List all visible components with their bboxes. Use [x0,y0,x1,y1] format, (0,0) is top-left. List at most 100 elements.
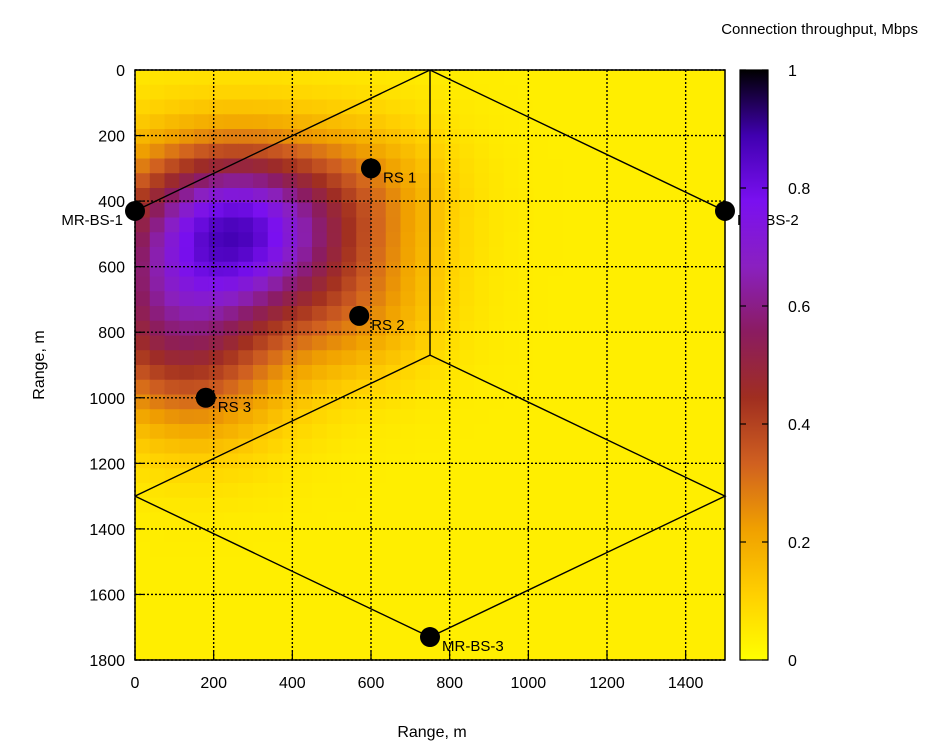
heatmap-cell [710,571,726,587]
heatmap-cell [326,630,343,646]
heatmap-cell [164,453,180,469]
heatmap-cell [326,438,343,455]
heatmap-cell [341,129,357,145]
heatmap-cell [415,143,431,160]
heatmap-cell [149,586,166,602]
heatmap-cell [680,70,697,86]
heatmap-cell [356,350,372,366]
heatmap-cell [533,630,549,646]
heatmap-cell [577,99,593,115]
heatmap-cell [474,542,490,558]
heatmap-cell [149,394,166,410]
heatmap-cell [518,261,534,278]
heatmap-cell [164,394,180,410]
heatmap-cell [253,468,269,484]
heatmap-cell [341,188,357,204]
heatmap-cell [223,615,239,632]
heatmap-cell [474,99,490,115]
heatmap-cell [341,70,357,86]
heatmap-cell [223,114,239,130]
heatmap-cell [680,527,697,543]
heatmap-cell [400,645,416,661]
heatmap-cell [607,188,623,204]
heatmap-cell [371,571,387,587]
heatmap-cell [267,320,284,337]
heatmap-cell [341,114,357,130]
heatmap-cell [179,350,195,366]
heatmap-cell [400,512,416,528]
heatmap-cell [326,512,343,528]
heatmap-cell [636,601,652,617]
heatmap-cell [164,527,180,543]
heatmap-cell [356,247,372,263]
heatmap-cell [297,291,313,307]
heatmap-cell [666,320,682,337]
heatmap-cell [503,601,520,617]
heatmap-cell [208,468,225,484]
heatmap-cell [326,424,343,440]
heatmap-cell [312,542,328,558]
heatmap-cell [636,173,652,189]
heatmap-cell [621,424,638,440]
heatmap-cell [356,129,372,145]
heatmap-cell [267,306,284,322]
heatmap-cell [415,114,431,130]
heatmap-cell [459,70,475,86]
heatmap-cell [680,556,697,573]
heatmap-cell [253,217,269,233]
heatmap-cell [282,99,298,115]
heatmap-cell [636,84,652,101]
station-marker [349,305,370,326]
heatmap-cell [164,335,180,351]
heatmap-cell [562,379,579,396]
heatmap-cell [562,320,579,337]
heatmap-cell [474,335,490,351]
heatmap-cell [208,542,225,558]
heatmap-cell [680,114,697,130]
heatmap-cell [474,173,490,189]
heatmap-cell [666,158,682,174]
heatmap-cell [208,261,225,278]
heatmap-cell [312,143,328,160]
heatmap-cell [607,261,623,278]
heatmap-cell [548,232,564,248]
heatmap-cell [666,645,682,661]
heatmap-cell [208,291,225,307]
heatmap-cell [415,365,431,381]
heatmap-cell [135,438,151,455]
heatmap-cell [607,143,623,160]
heatmap-cell [562,468,579,484]
heatmap-cell [179,158,195,174]
heatmap-cell [592,99,608,115]
heatmap-cell [356,261,372,278]
heatmap-cell [680,247,697,263]
heatmap-cell [710,350,726,366]
heatmap-cell [430,291,446,307]
colorbar-tick-label: 0.2 [788,535,810,552]
heatmap-cell [253,497,269,514]
heatmap-cell [666,438,682,455]
heatmap-cell [621,320,638,337]
heatmap-cell [371,379,387,396]
heatmap-cell [385,483,402,499]
heatmap-cell [223,350,239,366]
heatmap-cell [312,645,328,661]
heatmap-cell [194,438,210,455]
heatmap-cell [267,129,284,145]
heatmap-cell [489,512,505,528]
heatmap-cell [518,527,534,543]
heatmap-cell [710,527,726,543]
heatmap-cell [430,84,446,101]
heatmap-cell [459,438,475,455]
heatmap-cell [459,527,475,543]
heatmap-cell [385,158,402,174]
heatmap-cell [695,453,711,469]
heatmap-cell [238,306,254,322]
heatmap-cell [312,291,328,307]
heatmap-cell [356,630,372,646]
heatmap-cell [607,409,623,425]
heatmap-cell [267,409,284,425]
heatmap-cell [149,601,166,617]
heatmap-cell [297,247,313,263]
heatmap-cell [223,630,239,646]
